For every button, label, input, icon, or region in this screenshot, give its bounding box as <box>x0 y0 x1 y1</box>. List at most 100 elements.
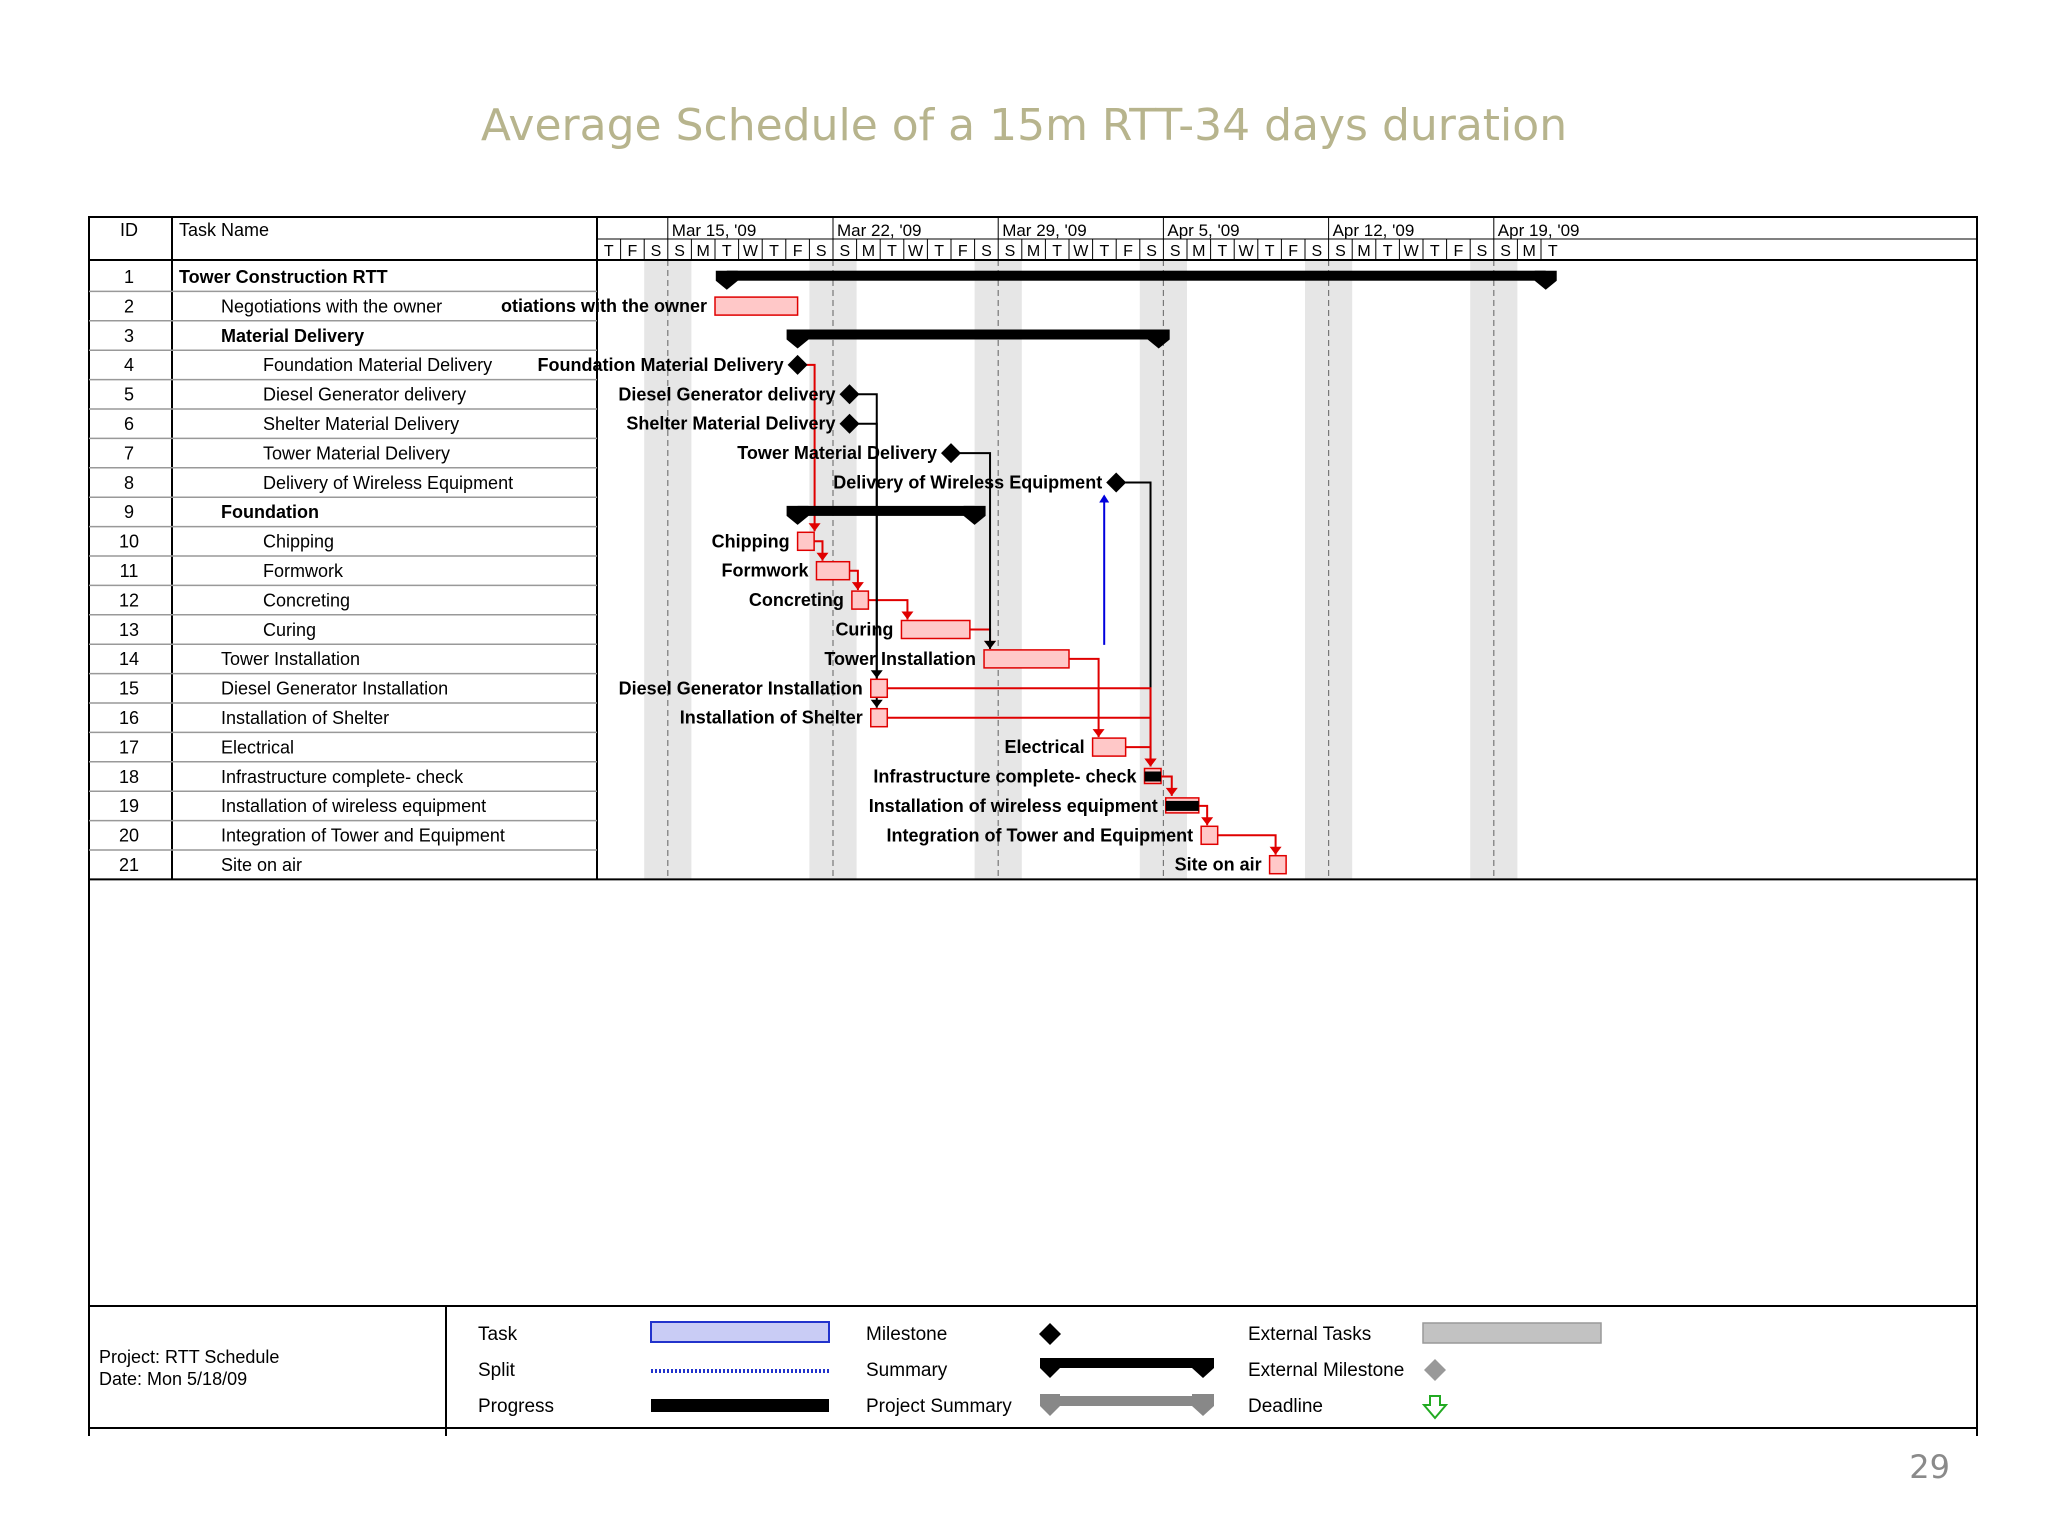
summary-bar-start-cap <box>715 270 738 290</box>
milestone-diamond <box>941 443 961 464</box>
dependency-arrowhead <box>1269 846 1282 855</box>
day-label: F <box>1123 243 1133 260</box>
legend-label: Task <box>478 1324 518 1345</box>
task-name: Integration of Tower and Equipment <box>221 826 505 846</box>
dependency-link <box>960 452 992 649</box>
task-bar <box>796 531 815 552</box>
day-label: M <box>1523 243 1536 260</box>
legend-label: Project Summary <box>866 1396 1012 1417</box>
week-label: Apr 12, '09 <box>1333 221 1415 240</box>
task-bar <box>714 296 799 316</box>
bar-label: Tower Installation <box>824 649 976 669</box>
project-date: Date: Mon 5/18/09 <box>99 1369 248 1389</box>
day-label: S <box>1335 243 1346 260</box>
day-label: M <box>1192 243 1205 260</box>
day-label: T <box>1383 243 1393 260</box>
legend-summary-cap <box>1192 1358 1214 1378</box>
task-name: Tower Construction RTT <box>179 267 388 287</box>
task-id: 18 <box>119 767 139 787</box>
summary-bar-end-cap <box>1534 270 1557 290</box>
day-label: W <box>1073 243 1089 260</box>
task-id: 8 <box>124 473 134 493</box>
week-label: Apr 19, '09 <box>1498 221 1580 240</box>
bar-label: Formwork <box>721 561 809 581</box>
legend-external-task-symbol <box>1422 1322 1602 1344</box>
summary-bar-end-cap <box>1147 329 1170 349</box>
dependency-link <box>1217 834 1277 855</box>
bar-label: otiations with the owner <box>501 296 707 316</box>
bar-label: Infrastructure complete- check <box>873 767 1137 787</box>
summary-bar-start-cap <box>786 329 809 349</box>
dependency-arrowhead <box>1099 494 1110 503</box>
task-name: Electrical <box>221 737 294 757</box>
task-id: 13 <box>119 620 139 640</box>
summary-bar <box>726 270 1546 281</box>
task-id: 2 <box>124 296 134 316</box>
task-bar <box>983 649 1070 669</box>
dependency-arrowhead <box>901 611 914 620</box>
task-id: 16 <box>119 708 139 728</box>
bar-label: Installation of wireless equipment <box>869 796 1158 816</box>
task-id: 15 <box>119 679 139 699</box>
day-label: W <box>908 243 924 260</box>
bar-label: Curing <box>835 620 893 640</box>
task-bar <box>815 560 851 581</box>
task-id: 7 <box>124 443 134 463</box>
day-label: F <box>793 243 803 260</box>
dependency-arrowhead <box>851 582 864 591</box>
legend-label: Deadline <box>1248 1396 1323 1417</box>
task-name: Tower Installation <box>221 649 360 669</box>
day-label: S <box>839 243 850 260</box>
task-id: 4 <box>124 355 134 375</box>
day-label: S <box>1170 243 1181 260</box>
day-label: F <box>1288 243 1298 260</box>
task-id: 3 <box>124 326 134 346</box>
dependency-link <box>868 599 909 620</box>
task-name: Negotiations with the owner <box>221 296 442 316</box>
day-label: M <box>1027 243 1040 260</box>
page-number: 29 <box>1909 1448 1950 1486</box>
week-label: Apr 5, '09 <box>1167 221 1239 240</box>
day-label: M <box>862 243 875 260</box>
task-id: 12 <box>119 590 139 610</box>
legend-milestone-symbol <box>1039 1323 1061 1345</box>
task-name: Infrastructure complete- check <box>221 767 464 787</box>
day-label: F <box>1454 243 1464 260</box>
task-id: 14 <box>119 649 139 669</box>
task-name: Concreting <box>263 590 350 610</box>
bar-label: Chipping <box>712 531 790 551</box>
day-label: T <box>1265 243 1275 260</box>
day-label: F <box>958 243 968 260</box>
legend-label: Summary <box>866 1360 948 1381</box>
dependency-arrowhead <box>1165 787 1178 796</box>
bar-label: Site on air <box>1175 855 1262 875</box>
task-bar <box>1091 737 1127 757</box>
legend-progress-symbol <box>651 1399 829 1412</box>
dependency-link <box>1125 481 1152 767</box>
day-label: S <box>1146 243 1157 260</box>
project-info: Project: RTT Schedule Date: Mon 5/18/09 <box>99 1346 279 1390</box>
bar-label: Shelter Material Delivery <box>626 414 835 434</box>
day-label: T <box>934 243 944 260</box>
bar-label: Diesel Generator delivery <box>618 384 835 404</box>
summary-bar <box>797 329 1159 340</box>
task-column-header: Task Name <box>179 220 269 240</box>
legend-summary-cap <box>1040 1358 1060 1378</box>
dependency-link <box>806 363 816 532</box>
day-label: T <box>1052 243 1062 260</box>
task-id: 5 <box>124 385 134 405</box>
day-label: S <box>981 243 992 260</box>
dependency-arrowhead <box>984 640 997 649</box>
week-label: Mar 15, '09 <box>672 221 757 240</box>
legend-summary-symbol <box>1040 1358 1212 1368</box>
bar-label: Concreting <box>749 590 844 610</box>
day-label: W <box>743 243 759 260</box>
day-label: T <box>1430 243 1440 260</box>
week-label: Mar 29, '09 <box>1002 221 1087 240</box>
day-label: S <box>1500 243 1511 260</box>
day-label: F <box>628 243 638 260</box>
week-label: Mar 22, '09 <box>837 221 922 240</box>
day-label: T <box>1218 243 1228 260</box>
task-id: 19 <box>119 796 139 816</box>
task-name: Tower Material Delivery <box>263 443 450 463</box>
